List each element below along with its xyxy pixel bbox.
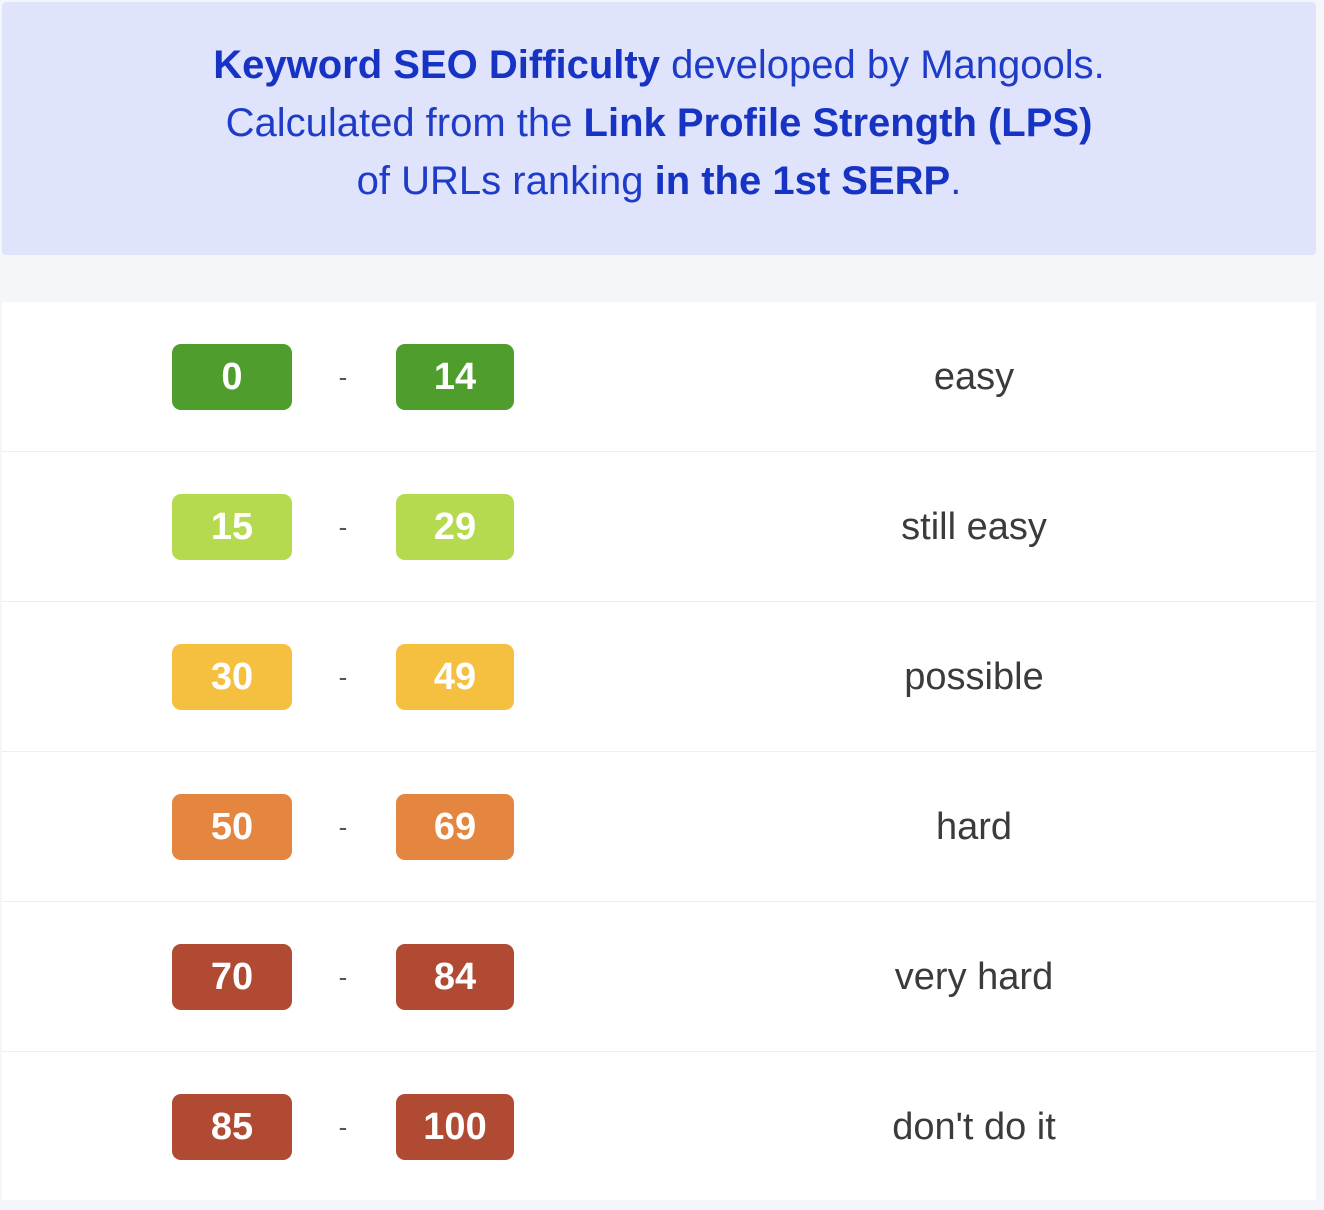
difficulty-row-possible: 30 - 49 possible bbox=[2, 602, 1316, 752]
banner-developer-text: developed by Mangools. bbox=[660, 42, 1105, 87]
banner-line-1: Keyword SEO Difficulty developed by Mang… bbox=[213, 36, 1105, 94]
banner-calculated-text: Calculated from the bbox=[225, 100, 584, 145]
range-separator: - bbox=[338, 1111, 348, 1142]
banner-lps-text: Link Profile Strength (LPS) bbox=[583, 100, 1093, 145]
range-separator: - bbox=[338, 511, 348, 542]
range-max-badge: 69 bbox=[396, 794, 514, 860]
banner-metric-name: Keyword SEO Difficulty bbox=[213, 42, 660, 87]
range-separator: - bbox=[338, 661, 348, 692]
banner-line-2: Calculated from the Link Profile Strengt… bbox=[226, 94, 1093, 152]
difficulty-label: don't do it bbox=[892, 1105, 1056, 1148]
difficulty-row-hard: 50 - 69 hard bbox=[2, 752, 1316, 902]
range-separator: - bbox=[338, 961, 348, 992]
difficulty-row-very-hard: 70 - 84 very hard bbox=[2, 902, 1316, 1052]
difficulty-label: easy bbox=[933, 355, 1015, 398]
difficulty-scale-table: 0 - 14 easy 15 - 29 still easy 30 - 49 p… bbox=[2, 302, 1316, 1200]
difficulty-label: hard bbox=[935, 805, 1013, 848]
range-min-badge: 50 bbox=[172, 794, 292, 860]
range-min-badge: 0 bbox=[172, 344, 292, 410]
banner-urls-text: of URLs ranking bbox=[356, 158, 655, 203]
difficulty-row-easy: 0 - 14 easy bbox=[2, 302, 1316, 452]
range-max-badge: 84 bbox=[396, 944, 514, 1010]
range-max-badge: 29 bbox=[396, 494, 514, 560]
difficulty-label: possible bbox=[904, 655, 1044, 698]
difficulty-label: still easy bbox=[901, 505, 1047, 548]
banner-serp-text: in the 1st SERP bbox=[654, 158, 951, 203]
range-min-badge: 30 bbox=[172, 644, 292, 710]
difficulty-info-banner: Keyword SEO Difficulty developed by Mang… bbox=[2, 2, 1316, 255]
range-separator: - bbox=[338, 811, 348, 842]
range-min-badge: 70 bbox=[172, 944, 292, 1010]
banner-line-3: of URLs ranking in the 1st SERP. bbox=[357, 152, 962, 210]
difficulty-label: very hard bbox=[894, 955, 1054, 998]
banner-period: . bbox=[950, 158, 962, 203]
range-max-badge: 100 bbox=[396, 1094, 514, 1160]
difficulty-row-dont-do-it: 85 - 100 don't do it bbox=[2, 1052, 1316, 1201]
range-max-badge: 14 bbox=[396, 344, 514, 410]
range-separator: - bbox=[338, 361, 348, 392]
range-min-badge: 15 bbox=[172, 494, 292, 560]
range-max-badge: 49 bbox=[396, 644, 514, 710]
difficulty-row-still-easy: 15 - 29 still easy bbox=[2, 452, 1316, 602]
range-min-badge: 85 bbox=[172, 1094, 292, 1160]
